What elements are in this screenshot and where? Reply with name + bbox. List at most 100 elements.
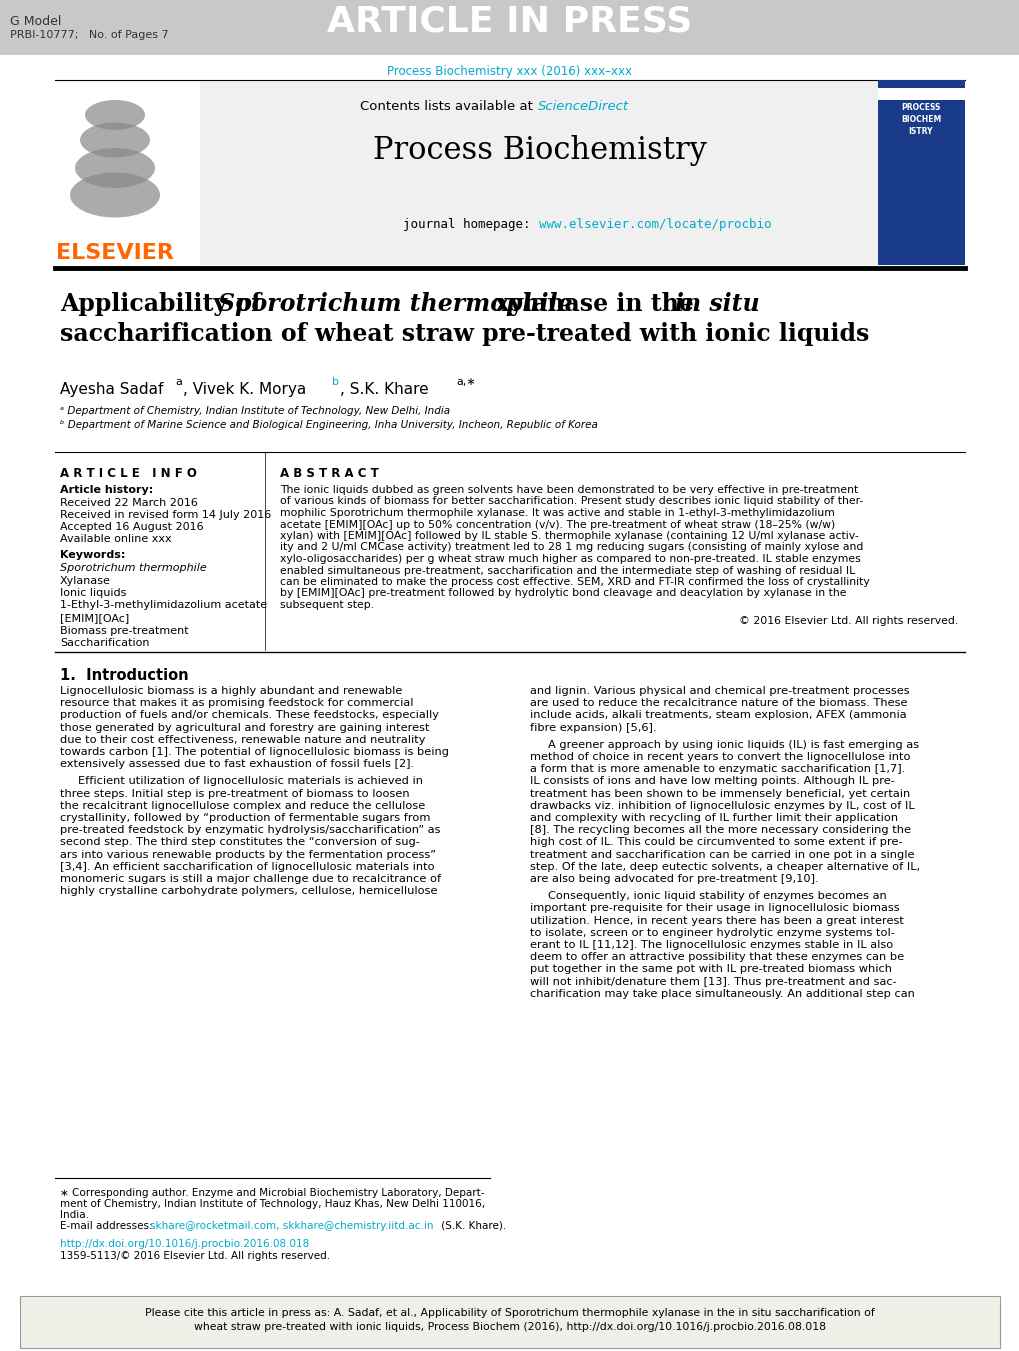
Text: Lignocellulosic biomass is a highly abundant and renewable: Lignocellulosic biomass is a highly abun… xyxy=(60,686,401,696)
Text: wheat straw pre-treated with ionic liquids, Process Biochem (2016), http://dx.do: wheat straw pre-treated with ionic liqui… xyxy=(194,1323,825,1332)
Text: resource that makes it as promising feedstock for commercial: resource that makes it as promising feed… xyxy=(60,698,413,708)
Text: ELSEVIER: ELSEVIER xyxy=(56,243,174,263)
Text: b: b xyxy=(331,377,338,386)
Text: are used to reduce the recalcitrance nature of the biomass. These: are used to reduce the recalcitrance nat… xyxy=(530,698,907,708)
Text: extensively assessed due to fast exhaustion of fossil fuels [2].: extensively assessed due to fast exhaust… xyxy=(60,759,414,769)
Bar xyxy=(877,88,964,100)
Text: method of choice in recent years to convert the lignocellulose into: method of choice in recent years to conv… xyxy=(530,753,910,762)
Text: in situ: in situ xyxy=(675,292,759,316)
Text: enabled simultaneous pre-treatment, saccharification and the intermediate step o: enabled simultaneous pre-treatment, sacc… xyxy=(280,566,854,576)
Text: those generated by agricultural and forestry are gaining interest: those generated by agricultural and fore… xyxy=(60,723,429,732)
Text: second step. The third step constitutes the “conversion of sug-: second step. The third step constitutes … xyxy=(60,838,420,847)
Text: The ionic liquids dubbed as green solvents have been demonstrated to be very eff: The ionic liquids dubbed as green solven… xyxy=(280,485,857,494)
Text: PRBI-10777;   No. of Pages 7: PRBI-10777; No. of Pages 7 xyxy=(10,30,168,41)
Text: , Vivek K. Morya: , Vivek K. Morya xyxy=(182,382,311,397)
Text: www.elsevier.com/locate/procbio: www.elsevier.com/locate/procbio xyxy=(538,218,770,231)
Text: 1359-5113/© 2016 Elsevier Ltd. All rights reserved.: 1359-5113/© 2016 Elsevier Ltd. All right… xyxy=(60,1251,330,1260)
Bar xyxy=(200,80,879,265)
Text: highly crystalline carbohydrate polymers, cellulose, hemicellulose: highly crystalline carbohydrate polymers… xyxy=(60,886,437,896)
Text: Contents lists available at: Contents lists available at xyxy=(360,100,536,113)
Text: charification may take place simultaneously. An additional step can: charification may take place simultaneou… xyxy=(530,989,914,998)
Text: the recalcitrant lignocellulose complex and reduce the cellulose: the recalcitrant lignocellulose complex … xyxy=(60,801,425,811)
Text: deem to offer an attractive possibility that these enzymes can be: deem to offer an attractive possibility … xyxy=(530,952,903,962)
Text: A greener approach by using ionic liquids (IL) is fast emerging as: A greener approach by using ionic liquid… xyxy=(547,740,918,750)
Text: erant to IL [11,12]. The lignocellulosic enzymes stable in IL also: erant to IL [11,12]. The lignocellulosic… xyxy=(530,940,893,950)
Text: [8]. The recycling becomes all the more necessary considering the: [8]. The recycling becomes all the more … xyxy=(530,825,910,835)
Bar xyxy=(877,80,964,265)
Bar xyxy=(0,0,1019,55)
Text: Keywords:: Keywords: xyxy=(60,550,125,561)
Text: due to their cost effectiveness, renewable nature and neutrality: due to their cost effectiveness, renewab… xyxy=(60,735,425,744)
Text: acetate [EMIM][OAc] up to 50% concentration (v/v). The pre-treatment of wheat st: acetate [EMIM][OAc] up to 50% concentrat… xyxy=(280,520,835,530)
Text: towards carbon [1]. The potential of lignocellulosic biomass is being: towards carbon [1]. The potential of lig… xyxy=(60,747,448,757)
Text: treatment and saccharification can be carried in one pot in a single: treatment and saccharification can be ca… xyxy=(530,850,914,859)
Text: Process Biochemistry: Process Biochemistry xyxy=(373,135,706,166)
Text: a form that is more amenable to enzymatic saccharification [1,7].: a form that is more amenable to enzymati… xyxy=(530,765,905,774)
Text: A B S T R A C T: A B S T R A C T xyxy=(280,467,378,480)
Text: production of fuels and/or chemicals. These feedstocks, especially: production of fuels and/or chemicals. Th… xyxy=(60,711,438,720)
Text: monomeric sugars is still a major challenge due to recalcitrance of: monomeric sugars is still a major challe… xyxy=(60,874,440,884)
Text: subsequent step.: subsequent step. xyxy=(280,600,374,611)
Text: [3,4]. An efficient saccharification of lignocellulosic materials into: [3,4]. An efficient saccharification of … xyxy=(60,862,434,871)
Text: , S.K. Khare: , S.K. Khare xyxy=(339,382,428,397)
Text: Xylanase: Xylanase xyxy=(60,576,111,585)
Text: G Model: G Model xyxy=(10,15,61,28)
Text: 1-Ethyl-3-methylimidazolium acetate: 1-Ethyl-3-methylimidazolium acetate xyxy=(60,600,267,611)
Text: (S.K. Khare).: (S.K. Khare). xyxy=(437,1221,505,1231)
Text: Sporotrichum thermophile: Sporotrichum thermophile xyxy=(218,292,572,316)
Ellipse shape xyxy=(85,100,145,130)
Text: high cost of IL. This could be circumvented to some extent if pre-: high cost of IL. This could be circumven… xyxy=(530,838,902,847)
Text: Process Biochemistry xxx (2016) xxx–xxx: Process Biochemistry xxx (2016) xxx–xxx xyxy=(387,65,632,78)
Text: Applicability of: Applicability of xyxy=(60,292,269,316)
Text: xylanase in the: xylanase in the xyxy=(486,292,701,316)
Text: Ionic liquids: Ionic liquids xyxy=(60,588,126,598)
Text: Accepted 16 August 2016: Accepted 16 August 2016 xyxy=(60,521,204,532)
Text: xylo-oligosaccharides) per g wheat straw much higher as compared to non-pre-trea: xylo-oligosaccharides) per g wheat straw… xyxy=(280,554,860,563)
Text: mophilic Sporotrichum thermophile xylanase. It was active and stable in 1-ethyl-: mophilic Sporotrichum thermophile xylana… xyxy=(280,508,835,517)
Text: include acids, alkali treatments, steam explosion, AFEX (ammonia: include acids, alkali treatments, steam … xyxy=(530,711,906,720)
Text: fibre expansion) [5,6].: fibre expansion) [5,6]. xyxy=(530,723,656,732)
Text: ScienceDirect: ScienceDirect xyxy=(537,100,629,113)
Text: IL consists of ions and have low melting points. Although IL pre-: IL consists of ions and have low melting… xyxy=(530,777,894,786)
Text: Sporotrichum thermophile: Sporotrichum thermophile xyxy=(60,563,207,573)
Text: PROCESS
BIOCHEM
ISTRY: PROCESS BIOCHEM ISTRY xyxy=(900,103,941,135)
Text: and complexity with recycling of IL further limit their application: and complexity with recycling of IL furt… xyxy=(530,813,898,823)
Text: step. Of the late, deep eutectic solvents, a cheaper alternative of IL,: step. Of the late, deep eutectic solvent… xyxy=(530,862,919,871)
Text: ment of Chemistry, Indian Institute of Technology, Hauz Khas, New Delhi 110016,: ment of Chemistry, Indian Institute of T… xyxy=(60,1198,485,1209)
Text: ᵇ Department of Marine Science and Biological Engineering, Inha University, Inch: ᵇ Department of Marine Science and Biolo… xyxy=(60,420,597,430)
Text: pre-treated feedstock by enzymatic hydrolysis/saccharification” as: pre-treated feedstock by enzymatic hydro… xyxy=(60,825,440,835)
Ellipse shape xyxy=(79,123,150,158)
Text: ARTICLE IN PRESS: ARTICLE IN PRESS xyxy=(327,5,692,39)
Text: ars into various renewable products by the fermentation process”: ars into various renewable products by t… xyxy=(60,850,435,859)
Text: ᵃ Department of Chemistry, Indian Institute of Technology, New Delhi, India: ᵃ Department of Chemistry, Indian Instit… xyxy=(60,407,449,416)
Text: [EMIM][OAc]: [EMIM][OAc] xyxy=(60,613,129,623)
Text: E-mail addresses:: E-mail addresses: xyxy=(60,1221,156,1231)
Text: crystallinity, followed by “production of fermentable sugars from: crystallinity, followed by “production o… xyxy=(60,813,430,823)
Text: 1.  Introduction: 1. Introduction xyxy=(60,667,189,684)
Text: utilization. Hence, in recent years there has been a great interest: utilization. Hence, in recent years ther… xyxy=(530,916,903,925)
Text: and lignin. Various physical and chemical pre-treatment processes: and lignin. Various physical and chemica… xyxy=(530,686,909,696)
Text: Ayesha Sadaf: Ayesha Sadaf xyxy=(60,382,163,397)
Text: Consequently, ionic liquid stability of enzymes becomes an: Consequently, ionic liquid stability of … xyxy=(547,892,886,901)
Text: skhare@rocketmail.com, skkhare@chemistry.iitd.ac.in: skhare@rocketmail.com, skkhare@chemistry… xyxy=(150,1221,433,1231)
Text: three steps. Initial step is pre-treatment of biomass to loosen: three steps. Initial step is pre-treatme… xyxy=(60,789,410,798)
Text: A R T I C L E   I N F O: A R T I C L E I N F O xyxy=(60,467,197,480)
Text: important pre-requisite for their usage in lignocellulosic biomass: important pre-requisite for their usage … xyxy=(530,904,899,913)
Text: journal homepage:: journal homepage: xyxy=(403,218,537,231)
Text: a,∗: a,∗ xyxy=(455,377,475,386)
Bar xyxy=(63,105,168,230)
Text: treatment has been shown to be immensely beneficial, yet certain: treatment has been shown to be immensely… xyxy=(530,789,909,798)
Text: by [EMIM][OAc] pre-treatment followed by hydrolytic bond cleavage and deacylatio: by [EMIM][OAc] pre-treatment followed by… xyxy=(280,589,846,598)
Text: Available online xxx: Available online xxx xyxy=(60,534,171,544)
Text: Received in revised form 14 July 2016: Received in revised form 14 July 2016 xyxy=(60,509,271,520)
Text: can be eliminated to make the process cost effective. SEM, XRD and FT-IR confirm: can be eliminated to make the process co… xyxy=(280,577,869,586)
Text: are also being advocated for pre-treatment [9,10].: are also being advocated for pre-treatme… xyxy=(530,874,818,884)
Text: saccharification of wheat straw pre-treated with ionic liquids: saccharification of wheat straw pre-trea… xyxy=(60,322,868,346)
Ellipse shape xyxy=(70,173,160,218)
Text: Saccharification: Saccharification xyxy=(60,638,150,648)
Text: Please cite this article in press as: A. Sadaf, et al., Applicability of Sporotr: Please cite this article in press as: A.… xyxy=(145,1308,874,1319)
Text: ity and 2 U/ml CMCase activity) treatment led to 28 1 mg reducing sugars (consis: ity and 2 U/ml CMCase activity) treatmen… xyxy=(280,543,862,553)
Ellipse shape xyxy=(75,149,155,188)
Text: © 2016 Elsevier Ltd. All rights reserved.: © 2016 Elsevier Ltd. All rights reserved… xyxy=(738,616,957,627)
Text: Biomass pre-treatment: Biomass pre-treatment xyxy=(60,626,189,635)
